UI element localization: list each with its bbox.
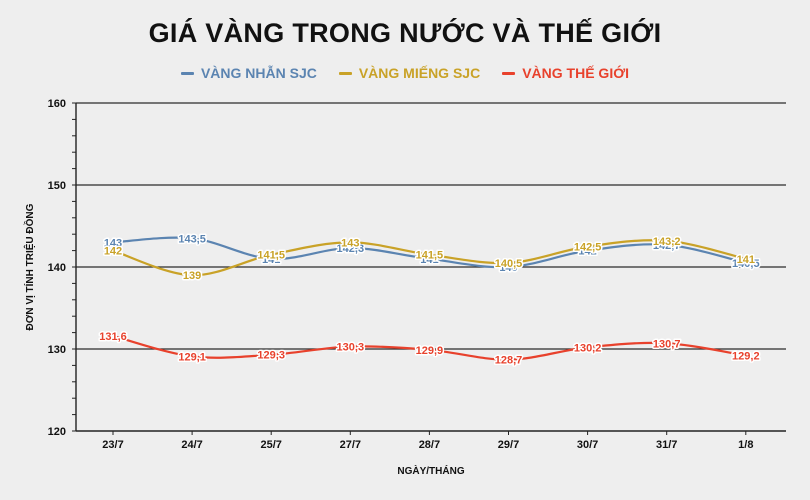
legend-item-vang-nhan-sjc: VÀNG NHẪN SJC [180, 65, 317, 81]
data-point-vang-the-gioi [665, 341, 669, 345]
data-label-vang-mieng-sjc: 140,5 [495, 258, 523, 270]
x-axis-title: NGÀY/THÁNG [397, 464, 464, 477]
data-point-vang-mieng-sjc [348, 240, 352, 244]
legend-label-vang-mieng-sjc: VÀNG MIẾNG SJC [358, 65, 481, 81]
data-label-vang-nhan-sjc: 140,5 [732, 258, 760, 270]
x-tick-label-31-7: 31/7 [656, 439, 677, 451]
data-point-vang-nhan-sjc [586, 249, 590, 253]
chart-legend: VÀNG NHẪN SJC VÀNG MIẾNG SJC VÀNG THẾ GI… [0, 65, 810, 81]
data-point-vang-nhan-sjc [506, 265, 511, 269]
data-point-vang-mieng-sjc [269, 253, 273, 257]
data-label-vang-mieng-sjc: 141 [737, 254, 755, 266]
legend-item-vang-mieng-sjc: VÀNG MIẾNG SJC [338, 65, 481, 81]
data-point-vang-the-gioi [111, 334, 115, 338]
chart-title: GIÁ VÀNG TRONG NƯỚC VÀ THẾ GIỚI [148, 18, 662, 48]
data-point-vang-the-gioi [506, 358, 511, 362]
x-tick-label-25-7: 25/7 [260, 439, 281, 451]
data-point-vang-the-gioi [269, 353, 273, 357]
x-tick-label-23-7: 23/7 [102, 439, 123, 451]
data-label-vang-the-gioi: 130,3 [337, 342, 365, 354]
legend-label-vang-the-gioi: VÀNG THẾ GIỚI [522, 65, 630, 81]
data-point-vang-nhan-sjc [427, 257, 431, 261]
y-tick-label-160: 160 [48, 98, 66, 110]
data-label-vang-the-gioi: 129,3 [257, 350, 285, 362]
data-point-vang-mieng-sjc [190, 273, 194, 277]
data-label-vang-the-gioi: 130,2 [574, 342, 602, 354]
x-tick-label-27-7: 27/7 [340, 439, 361, 451]
legend-label-vang-nhan-sjc: VÀNG NHẪN SJC [200, 65, 317, 81]
data-point-vang-mieng-sjc [586, 244, 590, 249]
data-point-vang-mieng-sjc [111, 249, 115, 253]
data-label-vang-nhan-sjc: 143 [104, 237, 122, 249]
data-point-vang-the-gioi [190, 354, 194, 358]
x-tick-label-29-7: 29/7 [498, 439, 519, 451]
data-point-vang-nhan-sjc [744, 261, 748, 265]
data-point-vang-nhan-sjc [665, 243, 669, 247]
legend-swatch-vang-mieng-sjc [338, 71, 352, 75]
data-point-vang-mieng-sjc [427, 253, 431, 257]
legend-swatch-vang-nhan-sjc [180, 71, 194, 75]
data-point-vang-nhan-sjc [348, 246, 352, 250]
x-tick-label-1-8: 1/8 [738, 439, 753, 451]
y-tick-label-150: 150 [48, 180, 66, 192]
data-label-vang-mieng-sjc: 142,5 [574, 242, 602, 254]
data-point-vang-nhan-sjc [269, 257, 273, 261]
data-label-vang-mieng-sjc: 141,5 [257, 250, 285, 262]
x-tick-label-30-7: 30/7 [577, 439, 598, 451]
data-point-vang-the-gioi [744, 353, 748, 358]
data-point-vang-the-gioi [586, 345, 590, 349]
data-label-vang-mieng-sjc: 143 [341, 237, 359, 249]
data-label-vang-the-gioi: 129,9 [416, 345, 444, 357]
data-label-vang-mieng-sjc: 139 [183, 270, 201, 282]
data-point-vang-nhan-sjc [190, 236, 194, 240]
data-point-vang-mieng-sjc [744, 257, 748, 261]
data-point-vang-the-gioi [348, 344, 352, 349]
legend-item-vang-the-gioi: VÀNG THẾ GIỚI [502, 65, 629, 81]
data-point-vang-nhan-sjc [111, 240, 115, 244]
data-label-vang-mieng-sjc: 142 [104, 246, 122, 258]
data-label-vang-mieng-sjc: 141,5 [416, 250, 444, 262]
data-label-vang-the-gioi: 128,7 [495, 355, 523, 367]
data-label-vang-nhan-sjc: 142,3 [337, 243, 365, 255]
data-label-vang-the-gioi: 130,7 [653, 338, 681, 350]
data-point-vang-mieng-sjc [506, 261, 511, 265]
y-axis-title: ĐƠN VỊ TÍNH TRIỆU ĐỒNG [23, 203, 36, 330]
data-label-vang-the-gioi: 131,6 [99, 331, 127, 343]
y-tick-label-140: 140 [48, 262, 66, 274]
legend-swatch-vang-the-gioi [502, 71, 516, 75]
data-point-vang-the-gioi [427, 348, 431, 352]
data-label-vang-the-gioi: 129,1 [178, 351, 206, 363]
data-label-vang-the-gioi: 129,2 [732, 351, 760, 363]
data-label-vang-mieng-sjc: 143,2 [653, 236, 681, 248]
y-tick-label-120: 120 [48, 426, 66, 438]
x-tick-label-24-7: 24/7 [181, 439, 202, 451]
data-label-vang-nhan-sjc: 143,5 [178, 233, 206, 245]
x-tick-label-28-7: 28/7 [419, 439, 440, 451]
y-tick-label-130: 130 [48, 344, 66, 356]
data-point-vang-mieng-sjc [665, 239, 669, 243]
data-label-vang-nhan-sjc: 140 [499, 262, 517, 274]
